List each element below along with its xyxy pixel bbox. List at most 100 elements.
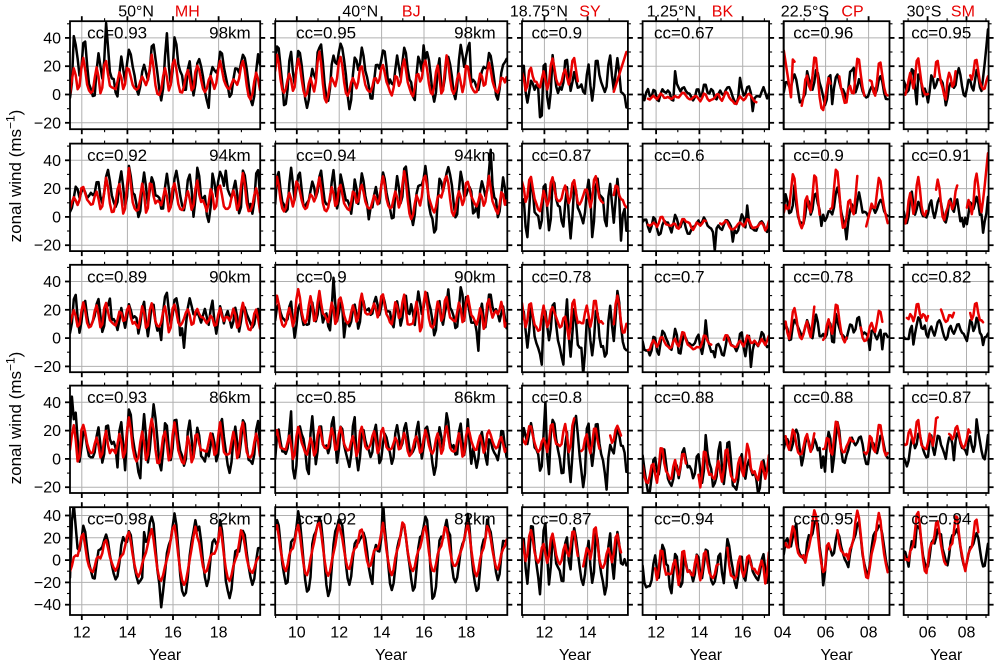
svg-text:cc=0.78: cc=0.78 bbox=[532, 267, 592, 286]
svg-text:zonal wind (ms−1): zonal wind (ms−1) bbox=[4, 352, 26, 485]
svg-text:cc=0.87: cc=0.87 bbox=[532, 146, 592, 165]
svg-text:40°N: 40°N bbox=[342, 4, 378, 21]
svg-text:94km: 94km bbox=[209, 146, 251, 165]
svg-text:06: 06 bbox=[817, 625, 835, 642]
svg-text:cc=0.82: cc=0.82 bbox=[911, 267, 971, 286]
svg-text:0: 0 bbox=[52, 87, 61, 104]
svg-text:14: 14 bbox=[373, 625, 391, 642]
svg-text:18: 18 bbox=[458, 625, 476, 642]
svg-text:14: 14 bbox=[119, 625, 137, 642]
svg-text:22.5°S: 22.5°S bbox=[781, 4, 829, 21]
svg-text:Year: Year bbox=[820, 647, 853, 664]
svg-text:08: 08 bbox=[860, 625, 878, 642]
svg-text:cc=0.78: cc=0.78 bbox=[793, 267, 853, 286]
svg-text:cc=0.89: cc=0.89 bbox=[87, 267, 147, 286]
svg-text:82km: 82km bbox=[209, 510, 251, 529]
svg-text:20: 20 bbox=[43, 423, 61, 440]
svg-text:cc=0.91: cc=0.91 bbox=[911, 146, 971, 165]
svg-text:SY: SY bbox=[579, 4, 601, 21]
svg-text:cc=0.9: cc=0.9 bbox=[296, 267, 347, 286]
svg-text:20: 20 bbox=[43, 302, 61, 319]
svg-text:94km: 94km bbox=[454, 146, 496, 165]
svg-text:CP: CP bbox=[841, 4, 863, 21]
svg-text:cc=0.94: cc=0.94 bbox=[296, 146, 356, 165]
svg-text:cc=0.9: cc=0.9 bbox=[532, 24, 583, 43]
svg-text:40: 40 bbox=[43, 153, 61, 170]
svg-text:Year: Year bbox=[559, 647, 592, 664]
svg-text:cc=0.92: cc=0.92 bbox=[87, 146, 147, 165]
svg-text:18.75°N: 18.75°N bbox=[510, 4, 568, 21]
svg-text:50°N: 50°N bbox=[118, 4, 154, 21]
svg-text:90km: 90km bbox=[209, 267, 251, 286]
svg-text:1.25°N: 1.25°N bbox=[647, 4, 696, 21]
svg-text:0: 0 bbox=[52, 553, 61, 570]
svg-text:cc=0.85: cc=0.85 bbox=[296, 388, 356, 407]
svg-text:cc=0.87: cc=0.87 bbox=[911, 388, 971, 407]
svg-text:−20: −20 bbox=[34, 359, 61, 376]
svg-text:12: 12 bbox=[73, 625, 91, 642]
svg-text:86km: 86km bbox=[454, 388, 496, 407]
svg-text:30°S: 30°S bbox=[907, 4, 942, 21]
svg-text:cc=0.95: cc=0.95 bbox=[296, 24, 356, 43]
svg-text:04: 04 bbox=[774, 625, 792, 642]
svg-text:cc=0.95: cc=0.95 bbox=[911, 24, 971, 43]
svg-text:−20: −20 bbox=[34, 115, 61, 132]
svg-text:20: 20 bbox=[43, 181, 61, 198]
svg-text:cc=0.94: cc=0.94 bbox=[654, 510, 714, 529]
svg-text:0: 0 bbox=[52, 451, 61, 468]
svg-text:−20: −20 bbox=[34, 480, 61, 497]
svg-text:12: 12 bbox=[647, 625, 665, 642]
svg-text:−20: −20 bbox=[34, 575, 61, 592]
svg-text:SM: SM bbox=[951, 4, 975, 21]
svg-text:40: 40 bbox=[43, 274, 61, 291]
svg-text:86km: 86km bbox=[209, 388, 251, 407]
svg-text:16: 16 bbox=[164, 625, 182, 642]
svg-text:20: 20 bbox=[43, 59, 61, 76]
svg-text:0: 0 bbox=[52, 331, 61, 348]
svg-text:cc=0.7: cc=0.7 bbox=[654, 267, 705, 286]
svg-text:90km: 90km bbox=[454, 267, 496, 286]
svg-text:cc=0.98: cc=0.98 bbox=[87, 510, 147, 529]
svg-text:cc=0.95: cc=0.95 bbox=[793, 510, 853, 529]
svg-text:16: 16 bbox=[415, 625, 433, 642]
svg-text:08: 08 bbox=[958, 625, 976, 642]
svg-text:MH: MH bbox=[175, 4, 200, 21]
svg-text:cc=0.6: cc=0.6 bbox=[654, 146, 705, 165]
svg-text:−40: −40 bbox=[34, 597, 61, 614]
svg-text:98km: 98km bbox=[454, 24, 496, 43]
svg-text:40: 40 bbox=[43, 508, 61, 525]
svg-text:12: 12 bbox=[330, 625, 348, 642]
svg-text:40: 40 bbox=[43, 30, 61, 47]
svg-text:cc=0.87: cc=0.87 bbox=[532, 510, 592, 529]
svg-text:cc=0.93: cc=0.93 bbox=[87, 388, 147, 407]
svg-text:98km: 98km bbox=[209, 24, 251, 43]
svg-text:Year: Year bbox=[930, 647, 963, 664]
svg-text:0: 0 bbox=[52, 209, 61, 226]
svg-text:Year: Year bbox=[690, 647, 723, 664]
svg-text:BJ: BJ bbox=[402, 4, 421, 21]
svg-text:cc=0.94: cc=0.94 bbox=[911, 510, 971, 529]
svg-text:cc=0.67: cc=0.67 bbox=[654, 24, 714, 43]
svg-text:18: 18 bbox=[210, 625, 228, 642]
svg-text:BK: BK bbox=[712, 4, 734, 21]
svg-text:cc=0.88: cc=0.88 bbox=[654, 388, 714, 407]
svg-text:cc=0.93: cc=0.93 bbox=[87, 24, 147, 43]
svg-text:zonal wind (ms−1): zonal wind (ms−1) bbox=[4, 110, 26, 243]
svg-text:Year: Year bbox=[149, 647, 182, 664]
svg-text:12: 12 bbox=[536, 625, 554, 642]
svg-text:−20: −20 bbox=[34, 238, 61, 255]
svg-text:cc=0.9: cc=0.9 bbox=[793, 146, 844, 165]
svg-text:cc=0.8: cc=0.8 bbox=[532, 388, 583, 407]
svg-text:14: 14 bbox=[691, 625, 709, 642]
svg-text:06: 06 bbox=[919, 625, 937, 642]
svg-text:Year: Year bbox=[375, 647, 408, 664]
svg-text:10: 10 bbox=[288, 625, 306, 642]
svg-text:14: 14 bbox=[579, 625, 597, 642]
svg-text:16: 16 bbox=[734, 625, 752, 642]
svg-text:cc=0.92: cc=0.92 bbox=[296, 510, 356, 529]
svg-text:cc=0.88: cc=0.88 bbox=[793, 388, 853, 407]
svg-text:82km: 82km bbox=[454, 510, 496, 529]
svg-text:cc=0.96: cc=0.96 bbox=[793, 24, 853, 43]
svg-text:40: 40 bbox=[43, 395, 61, 412]
svg-text:20: 20 bbox=[43, 530, 61, 547]
